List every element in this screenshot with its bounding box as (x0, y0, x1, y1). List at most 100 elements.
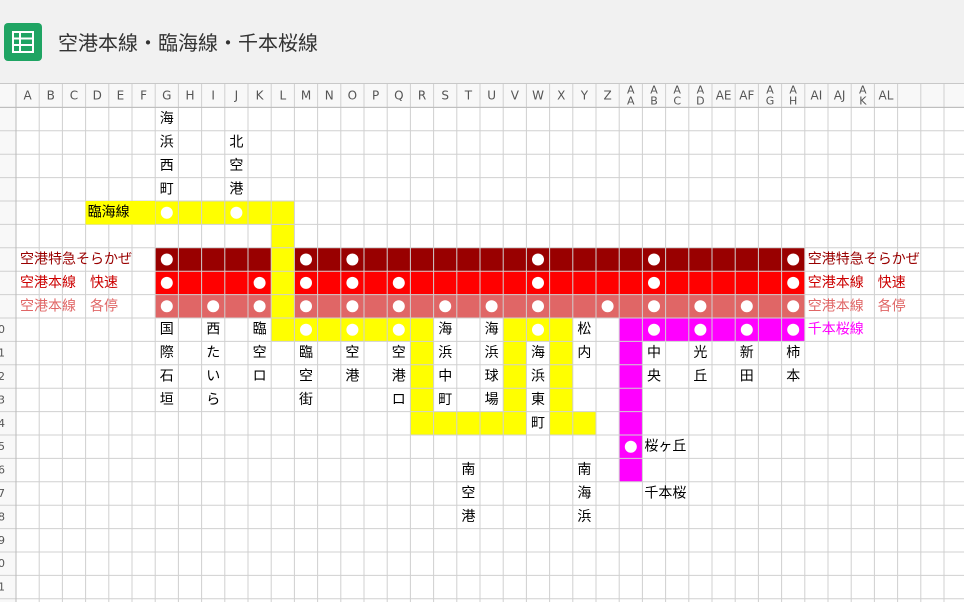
column-header: AE (716, 89, 732, 103)
station-name-char: 港 (229, 181, 243, 197)
column-header: K (256, 89, 265, 103)
station-sakuragaoka: 桜ヶ丘 (644, 439, 686, 455)
station-dot-icon (392, 323, 405, 336)
column-header: A (627, 95, 635, 108)
column-header: D (696, 95, 704, 108)
station-name-char: 際 (160, 345, 174, 361)
station-dot-icon (207, 300, 220, 313)
station-dot-icon (160, 300, 173, 313)
station-dot-icon (648, 253, 660, 266)
station-dot-icon (624, 440, 637, 453)
station-name-char: 南 (577, 462, 591, 478)
row-header: 3 (0, 393, 5, 406)
row-header: 0 (0, 557, 5, 570)
station-name-char: 浜 (485, 345, 499, 361)
spreadsheet-grid[interactable]: A B C D E F G H I J K L M N O P Q R S T U V W X Y Z A A A B A C A D AE AF A G… (0, 84, 964, 602)
station-dot-icon (694, 323, 707, 336)
column-header: A (673, 84, 681, 97)
express-segment (155, 247, 272, 272)
column-header: AJ (834, 89, 846, 103)
station-name-char: 中 (647, 345, 661, 361)
station-dot-icon (346, 253, 359, 266)
station-dot-icon (300, 300, 312, 313)
column-header: E (117, 89, 125, 103)
local-label-right: 空港本線 各停 (808, 297, 906, 314)
column-header: Q (394, 89, 403, 103)
station-name-char: 新 (740, 345, 754, 361)
station-name-char: 町 (531, 415, 545, 431)
column-header: Z (603, 89, 611, 103)
station-dot-icon (787, 300, 800, 313)
column-header: AL (879, 89, 894, 103)
column-header: A (697, 84, 705, 97)
row-header: 8 (0, 510, 5, 523)
station-name-char: 内 (577, 345, 591, 361)
station-name-char: 海 (577, 486, 591, 502)
station-name-char: 浜 (438, 345, 452, 361)
sheets-icon[interactable] (4, 23, 42, 61)
column-header: A (650, 84, 658, 97)
column-header: V (511, 89, 520, 103)
column-header: B (650, 95, 658, 108)
station-name-char: 海 (160, 111, 174, 127)
station-name-char: 空 (345, 345, 359, 361)
express-label-right: 空港特急そらかぜ (808, 252, 920, 268)
rinkai-segment (503, 318, 527, 435)
column-header: K (859, 95, 867, 108)
rinkai-segment (410, 411, 527, 435)
station-name-char: ロ (253, 369, 267, 385)
column-header: H (789, 95, 797, 108)
station-dot-icon (392, 276, 405, 289)
local-label-left: 空港本線 各停 (20, 297, 118, 314)
station-name-char: 田 (740, 369, 754, 385)
station-name-char: た (206, 345, 220, 361)
station-name-char: 中 (438, 369, 452, 385)
station-dot-icon (160, 253, 173, 266)
station-name-char: 柿 (786, 344, 800, 361)
station-name-char: 海 (531, 345, 545, 361)
row-header: 6 (0, 464, 5, 477)
station-name-char: 空 (392, 345, 406, 361)
station-name-char: 西 (160, 158, 174, 174)
station-dot-icon (648, 276, 660, 289)
column-header: J (234, 89, 239, 103)
station-dot-icon (392, 300, 405, 313)
document-title[interactable]: 空港本線・臨海線・千本桜線 (58, 31, 318, 55)
column-header: C (70, 89, 78, 103)
station-name-char: 町 (160, 181, 174, 197)
express-label-left: 空港特急そらかぜ (20, 252, 132, 268)
column-header: AF (739, 89, 754, 103)
senbon-label: 千本桜線 (808, 322, 864, 338)
station-name-char: ら (206, 392, 220, 408)
row-header: 4 (0, 417, 5, 430)
station-name-char: 空 (299, 369, 313, 385)
station-dot-icon (160, 276, 173, 289)
column-header: R (418, 89, 426, 103)
station-dot-icon (694, 300, 707, 313)
row-header: 1 (0, 347, 5, 360)
rinkai-segment (410, 318, 434, 435)
station-dot-icon (787, 323, 800, 336)
station-dot-icon (532, 253, 544, 266)
row-header: 0 (0, 323, 5, 336)
column-header: G (766, 95, 775, 108)
station-name-char: 央 (647, 369, 661, 385)
station-dot-icon (300, 276, 312, 289)
station-name-char: 浜 (531, 369, 545, 385)
row-header: 1 (0, 581, 5, 594)
station-dot-icon (787, 276, 800, 289)
station-dot-icon (578, 440, 591, 453)
column-header: G (162, 89, 171, 103)
column-header: F (140, 89, 147, 103)
station-dot-icon (160, 206, 173, 219)
column-header: B (47, 89, 55, 103)
station-dot-icon (346, 323, 359, 336)
station-name-char: 空 (461, 486, 475, 502)
column-header: S (441, 89, 449, 103)
column-header: P (372, 89, 379, 103)
station-dot-icon (532, 300, 544, 313)
station-dot-icon (532, 276, 544, 289)
station-name-char: ロ (392, 392, 406, 408)
column-header: I (211, 89, 215, 103)
